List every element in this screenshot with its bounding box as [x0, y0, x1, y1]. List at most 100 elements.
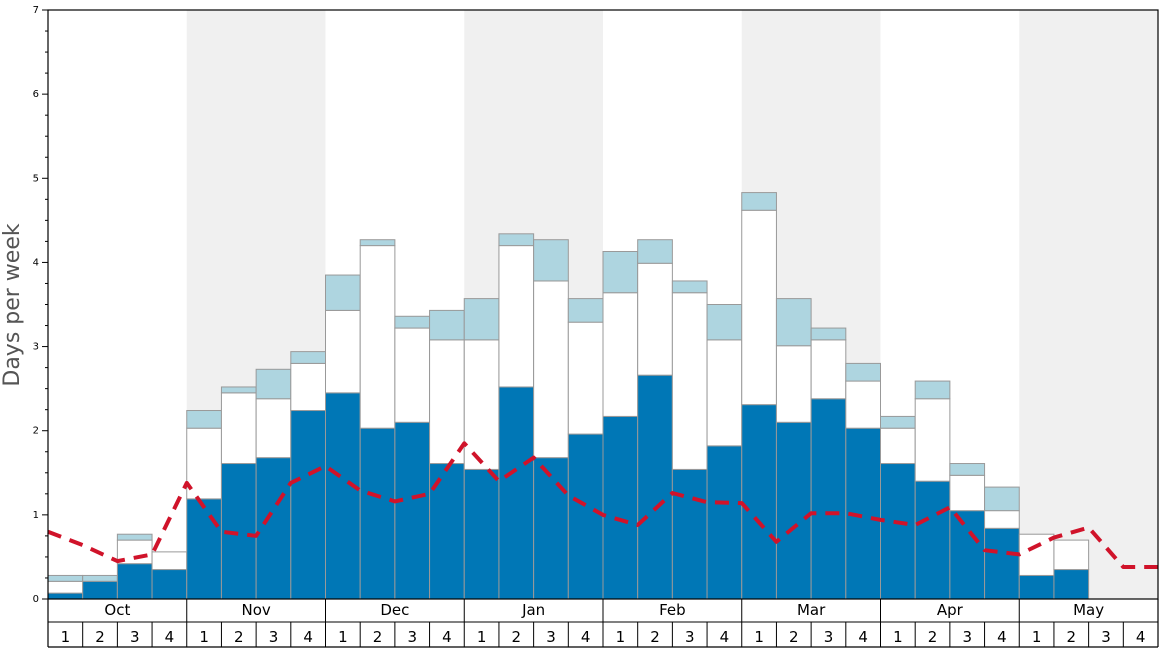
bar-middle-1	[47, 580, 84, 594]
bar-top-10	[359, 239, 396, 247]
bar-bottom-20	[706, 445, 743, 600]
dashed-line-series	[47, 441, 1158, 569]
bar-bottom-27	[949, 510, 986, 600]
bar-top-6	[220, 386, 257, 394]
y-tick-label-2: 2	[33, 426, 39, 437]
bar-middle-4	[151, 551, 188, 571]
week-label-nov-2: 2	[234, 628, 244, 646]
week-label-jan-4: 4	[581, 628, 591, 646]
week-label-mar-4: 4	[858, 628, 868, 646]
month-label-dec: Dec	[380, 601, 409, 619]
bar-bottom-28	[984, 527, 1020, 600]
bar-bottom-22	[775, 421, 812, 600]
bar-middle-13	[463, 339, 500, 470]
bar-bottom-3	[116, 563, 153, 600]
bar-top-27	[949, 463, 986, 476]
bar-middle-12	[429, 339, 465, 465]
bar-middle-29	[1018, 533, 1055, 576]
y-tick-label-3: 3	[33, 342, 39, 353]
y-axis-title: Days per week	[0, 223, 25, 386]
bar-top-9	[325, 274, 361, 311]
y-tick-label-4: 4	[33, 257, 39, 268]
bar-top-18	[637, 239, 673, 264]
bar-top-15	[533, 239, 569, 282]
week-label-apr-4: 4	[997, 628, 1007, 646]
bar-top-23	[810, 327, 847, 341]
bar-bottom-10	[359, 427, 396, 600]
y-tick-label-5: 5	[33, 173, 39, 184]
bar-top-11	[394, 315, 431, 329]
bar-bottom-19	[671, 468, 708, 600]
bar-middle-8	[290, 362, 326, 412]
bar-middle-19	[671, 292, 708, 470]
bar-bottom-9	[325, 392, 361, 600]
month-label-apr: Apr	[937, 601, 964, 619]
bar-middle-14	[498, 245, 535, 388]
week-label-feb-1: 1	[616, 628, 626, 646]
bar-top-8	[290, 351, 326, 364]
bar-middle-6	[220, 392, 257, 465]
week-label-apr-1: 1	[893, 628, 903, 646]
y-tick-label-7: 7	[33, 5, 39, 16]
bar-top-21	[741, 192, 777, 211]
week-label-may-4: 4	[1136, 628, 1146, 646]
bar-middle-7	[255, 398, 292, 459]
bar-bottom-29	[1018, 574, 1055, 600]
bar-bottom-23	[810, 398, 847, 600]
bar-bottom-1	[47, 592, 84, 600]
bar-middle-17	[602, 292, 639, 417]
bar-bottom-17	[602, 415, 639, 600]
shaded-band-may	[1019, 10, 1158, 599]
week-label-mar-3: 3	[824, 628, 834, 646]
bar-top-28	[984, 486, 1020, 512]
month-label-oct: Oct	[104, 601, 130, 619]
week-label-nov-3: 3	[269, 628, 279, 646]
bar-middle-28	[984, 510, 1020, 529]
week-label-oct-4: 4	[165, 628, 175, 646]
bar-top-17	[602, 250, 639, 294]
bar-top-25	[880, 415, 916, 429]
week-label-oct-2: 2	[95, 628, 105, 646]
y-tick-label-6: 6	[33, 89, 39, 100]
bar-middle-21	[741, 209, 777, 406]
bar-top-26	[914, 380, 951, 400]
bar-bottom-18	[637, 374, 673, 600]
bar-middle-24	[845, 380, 881, 429]
week-label-dec-3: 3	[407, 628, 417, 646]
bar-bottom-7	[255, 457, 292, 600]
week-label-may-1: 1	[1032, 628, 1042, 646]
week-label-feb-2: 2	[650, 628, 660, 646]
week-label-feb-4: 4	[720, 628, 730, 646]
week-label-mar-1: 1	[754, 628, 764, 646]
month-label-mar: Mar	[797, 601, 826, 619]
bar-middle-25	[880, 427, 916, 465]
y-tick-label-0: 0	[33, 594, 39, 605]
bar-bottom-8	[290, 410, 326, 600]
week-label-jan-3: 3	[546, 628, 556, 646]
bar-bottom-26	[914, 480, 951, 600]
bar-top-19	[671, 280, 708, 294]
bar-top-22	[775, 298, 812, 347]
bar-top-13	[463, 298, 500, 341]
bar-top-5	[186, 410, 222, 429]
x-axis: Oct 1 2 3 4 Nov 1 2 3 4 Dec 1 2 3 4 Jan 1 2 3 4 Feb 1 2 3 4 Mar 1 2…	[47, 599, 1159, 648]
month-label-nov: Nov	[241, 601, 270, 619]
bar-top-14	[498, 233, 535, 247]
y-tick-label-1: 1	[33, 510, 39, 521]
bar-bottom-16	[567, 433, 604, 600]
week-label-apr-3: 3	[962, 628, 972, 646]
bar-middle-11	[394, 327, 431, 423]
bar-bottom-21	[741, 404, 777, 600]
week-label-nov-1: 1	[199, 628, 209, 646]
y-axis: 0 1 2 3 4 5 6 7	[33, 5, 48, 605]
bar-middle-27	[949, 474, 986, 512]
dashed-line	[47, 441, 1158, 569]
week-label-may-2: 2	[1067, 628, 1077, 646]
bar-middle-16	[567, 321, 604, 435]
bar-bottom-25	[880, 463, 916, 600]
week-label-oct-3: 3	[130, 628, 140, 646]
week-label-oct-1: 1	[61, 628, 71, 646]
bar-middle-26	[914, 398, 951, 482]
bar-middle-15	[533, 280, 569, 459]
